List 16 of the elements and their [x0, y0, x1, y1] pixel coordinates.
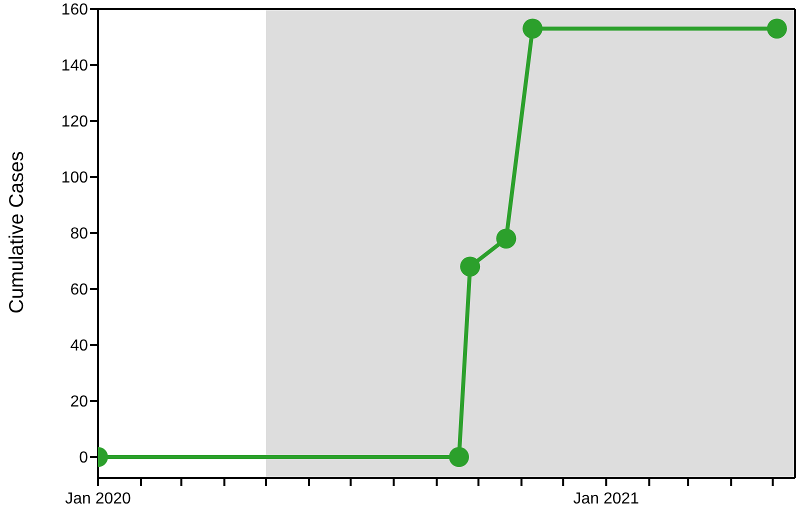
- y-tick-label: 120: [61, 114, 88, 131]
- y-tick-label: 0: [79, 450, 88, 467]
- y-tick-label: 160: [61, 2, 88, 19]
- y-tick-label: 100: [61, 170, 88, 187]
- point: [460, 256, 480, 277]
- point: [496, 228, 516, 249]
- x-tick-label: Jan 2021: [573, 490, 640, 508]
- y-tick-label: 20: [70, 394, 88, 411]
- point: [448, 447, 469, 467]
- point: [522, 18, 543, 39]
- y-tick-label: 40: [70, 338, 88, 355]
- y-tick-label: 140: [61, 58, 88, 75]
- y-axis-title: Cumulative Cases: [6, 151, 28, 314]
- x-tick-label: Jan 2020: [65, 490, 132, 508]
- y-tick-label: 60: [70, 282, 88, 299]
- y-tick-label: 80: [70, 226, 88, 243]
